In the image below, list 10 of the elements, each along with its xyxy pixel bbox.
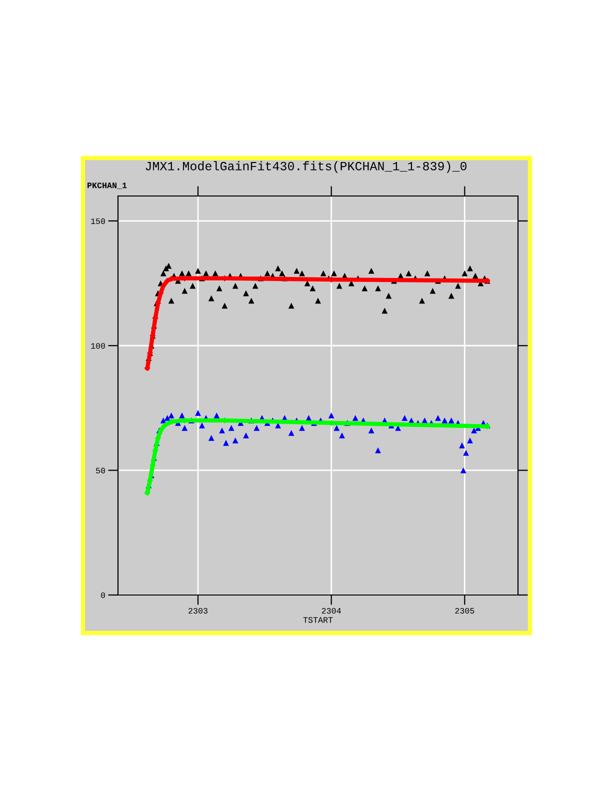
- y-tick-label: 0: [101, 592, 105, 598]
- y-tick-label: 50: [96, 468, 105, 474]
- y-tick-label: 150: [91, 218, 105, 224]
- y-tick-label: 100: [91, 343, 105, 349]
- chart-title: JMX1.ModelGainFit430.fits(PKCHAN_1_1-839)_0: [146, 161, 466, 173]
- x-tick-label: 2304: [322, 608, 341, 614]
- x-tick-label: 2305: [455, 608, 474, 614]
- x-tick-label: 2303: [188, 608, 208, 614]
- y-axis-title: PKCHAN_1: [88, 182, 127, 190]
- x-axis-title: TSTART: [303, 617, 333, 623]
